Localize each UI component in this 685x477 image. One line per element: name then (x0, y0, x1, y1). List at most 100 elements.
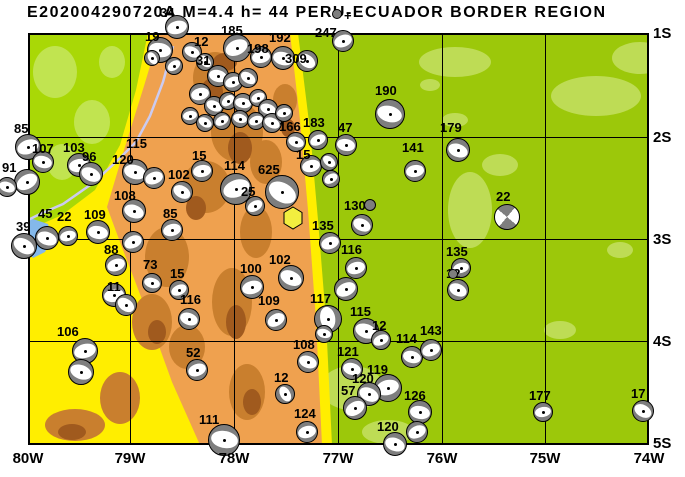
focal-mechanism-121 (341, 358, 363, 380)
depth-label: 91 (2, 160, 17, 175)
focal-mechanism-166 (286, 132, 306, 152)
mechanism-center-dot (172, 64, 176, 68)
focal-mechanism-185 (223, 34, 251, 62)
mechanism-center-dot (112, 293, 116, 297)
mechanism-center-dot (283, 392, 287, 396)
focal-mechanism-116 (178, 308, 200, 330)
mechanism-center-dot (198, 92, 202, 96)
depth-label: 73 (143, 257, 158, 272)
depth-label: 166 (279, 119, 301, 134)
mechanism-center-dot (188, 114, 192, 118)
focal-mechanism-96 (79, 162, 103, 186)
mechanism-center-dot (241, 101, 245, 105)
focal-mechanism-102 (278, 265, 304, 291)
focal-mechanism-183 (308, 130, 328, 150)
focal-mechanism-39 (11, 233, 37, 259)
focal-mechanism-177 (533, 402, 553, 422)
mechanism-center-dot (234, 187, 238, 191)
mechanism-center-dot (344, 287, 348, 291)
mechanism-center-dot (114, 263, 118, 267)
focal-mechanism-309 (296, 50, 318, 72)
mechanism-center-dot (353, 406, 357, 410)
focal-mechanism-198 (250, 46, 272, 68)
depth-label: 22 (57, 209, 72, 224)
coastal-light-patches (33, 46, 125, 180)
depth-label: 116 (180, 292, 201, 307)
depth-label: 106 (57, 324, 79, 339)
mechanism-center-dot (350, 367, 354, 371)
depth-label: 12 (372, 318, 387, 333)
mechanism-center-dot (388, 112, 392, 116)
mechanism-center-dot (158, 48, 162, 52)
depth-label: 120 (112, 152, 134, 167)
focal-mechanism (275, 104, 293, 122)
latitude-label: 2S (653, 129, 672, 146)
mechanism-center-dot (379, 338, 383, 342)
mechanism-center-dot (456, 148, 460, 152)
depth-label: 31 (196, 53, 211, 68)
mechanism-center-dot (177, 288, 181, 292)
depth-label: 130 (344, 198, 366, 213)
focal-mechanism (364, 199, 376, 211)
focal-mechanism-107 (32, 151, 54, 173)
depth-label: 103 (63, 140, 85, 155)
depth-label: 192 (269, 30, 291, 45)
mechanism-center-dot (131, 240, 135, 244)
focal-mechanism (68, 359, 94, 385)
mechanism-center-dot (386, 386, 390, 390)
mechanism-center-dot (309, 164, 313, 168)
depth-label: 179 (440, 120, 462, 135)
mechanism-center-dot (367, 392, 371, 396)
focal-mechanism (196, 114, 214, 132)
mechanism-center-dot (282, 111, 286, 115)
focal-mechanism-34 (165, 15, 189, 39)
focal-mechanism-108 (122, 199, 146, 223)
focal-mechanism (322, 170, 340, 188)
mechanism-center-dot (96, 230, 100, 234)
focal-mechanism (213, 112, 231, 130)
longitude-label: 79W (114, 450, 146, 467)
focal-mechanism (238, 68, 258, 88)
mechanism-center-dot (25, 180, 29, 184)
focal-mechanism-91 (14, 169, 40, 195)
depth-label: 120 (352, 371, 374, 386)
mechanism-center-dot (220, 119, 224, 123)
mechanism-center-dot (354, 266, 358, 270)
mechanism-center-dot (306, 360, 310, 364)
focal-mechanism (406, 421, 428, 443)
focal-mechanism-100 (240, 275, 264, 299)
mechanism-center-dot (190, 50, 194, 54)
focal-mechanism-109 (265, 309, 287, 331)
longitude-label: 78W (218, 450, 250, 467)
mechanism-center-dot (429, 348, 433, 352)
mechanism-center-dot (26, 145, 30, 149)
mechanism-center-dot (328, 241, 332, 245)
focal-mechanism-57 (343, 396, 367, 420)
mechanism-center-dot (203, 60, 207, 64)
mechanism-center-dot (79, 370, 83, 374)
mechanism-center-dot (459, 266, 463, 270)
epicenter-hexagon (283, 206, 303, 230)
depth-label: 109 (84, 207, 106, 222)
focal-mechanism-109 (86, 220, 110, 244)
focal-mechanism-247 (332, 30, 354, 52)
mechanism-center-dot (238, 117, 242, 121)
depth-label: 15 (170, 266, 185, 281)
focal-mechanism-12 (371, 330, 391, 350)
mechanism-center-dot (256, 96, 260, 100)
depth-label: 22 (496, 189, 511, 204)
mechanism-center-dot (541, 410, 545, 414)
mechanism-center-dot (360, 223, 364, 227)
mechanism-center-dot (195, 368, 199, 372)
depth-label: 57 (341, 383, 356, 398)
longitude-label: 80W (12, 450, 44, 467)
depth-label: 85 (163, 206, 178, 221)
depth-label: 102 (168, 167, 190, 182)
depth-label: 135 (312, 218, 334, 233)
mechanism-center-dot (150, 281, 154, 285)
focal-mechanism (122, 231, 144, 253)
mechanism-center-dot (341, 39, 345, 43)
depth-label: 88 (104, 242, 119, 257)
